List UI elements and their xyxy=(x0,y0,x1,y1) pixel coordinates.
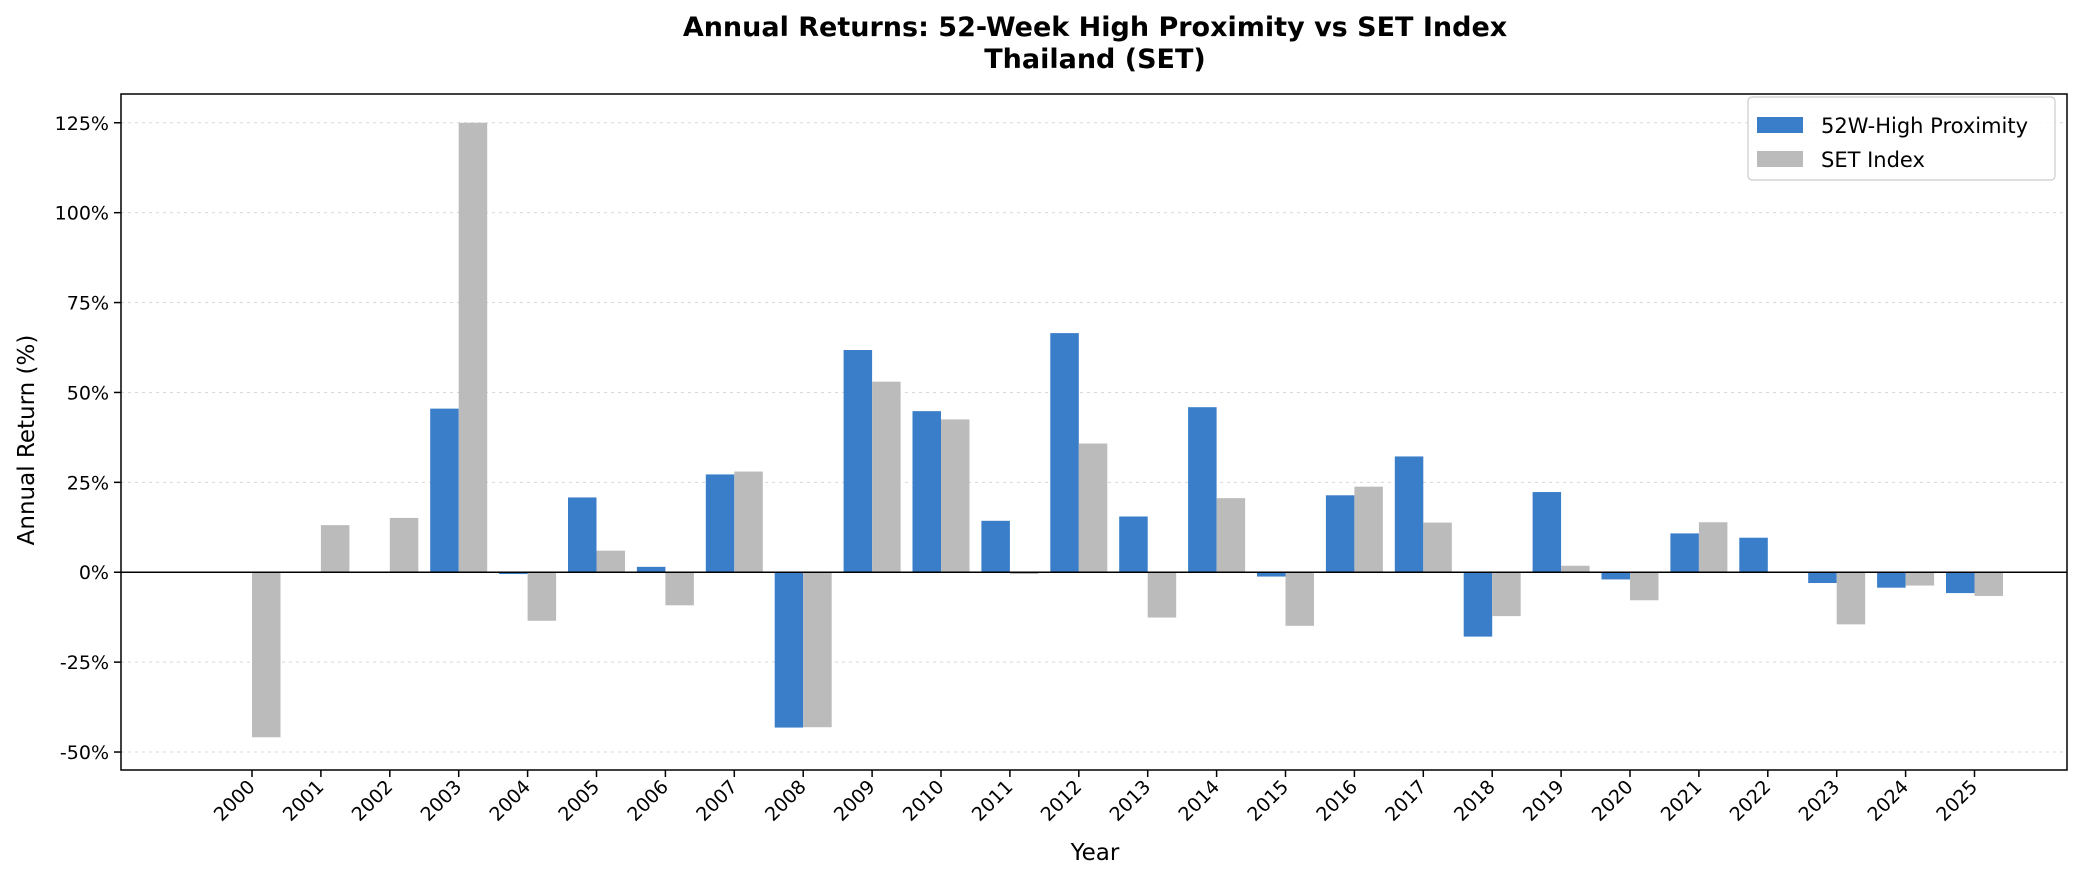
bar-52w-high-2018 xyxy=(1463,572,1493,637)
x-tick-label: 2012 xyxy=(1037,776,1087,826)
x-tick-label: 2005 xyxy=(554,776,604,826)
x-tick-label: 2001 xyxy=(279,776,329,826)
x-tick-label: 2016 xyxy=(1312,776,1362,826)
bar-set-index-2021 xyxy=(1698,522,1728,573)
bar-set-index-2024 xyxy=(1905,572,1935,586)
bar-set-index-2007 xyxy=(734,471,763,573)
bar-set-index-2025 xyxy=(1974,572,2003,596)
bar-52w-high-2020 xyxy=(1601,572,1630,580)
bar-52w-high-2007 xyxy=(705,474,735,573)
y-tick-label: 50% xyxy=(67,382,109,404)
y-tick-label: 75% xyxy=(67,293,109,315)
bar-52w-high-2024 xyxy=(1877,572,1906,588)
bar-set-index-2008 xyxy=(803,572,832,728)
bar-set-index-2010 xyxy=(941,419,970,573)
bar-52w-high-2013 xyxy=(1119,516,1148,573)
legend: 52W-High Proximity SET Index xyxy=(1747,96,2056,181)
bar-set-index-2014 xyxy=(1216,498,1246,573)
y-axis: -50% -25% 0% 25% 50% 75% 100% 125% xyxy=(55,113,121,764)
bar-52w-high-2006 xyxy=(636,566,666,573)
bar-set-index-2019 xyxy=(1561,565,1590,573)
y-tick-label: 125% xyxy=(55,113,109,135)
y-axis-label: Annual Return (%) xyxy=(14,335,40,546)
x-tick-label: 2002 xyxy=(348,776,398,826)
bar-set-index-2003 xyxy=(458,122,488,573)
x-tick-label: 2024 xyxy=(1863,776,1913,826)
plot-area xyxy=(120,93,2068,771)
bar-52w-high-2019 xyxy=(1532,492,1562,573)
x-tick-label: 2008 xyxy=(761,776,811,826)
bar-52w-high-2014 xyxy=(1188,407,1217,573)
bar-52w-high-2011 xyxy=(981,520,1010,573)
x-tick-label: 2022 xyxy=(1726,776,1776,826)
bar-set-index-2013 xyxy=(1147,572,1177,618)
x-tick-label: 2013 xyxy=(1105,776,1155,826)
x-tick-label: 2017 xyxy=(1381,776,1431,826)
bar-52w-high-2003 xyxy=(430,408,459,573)
y-tick-label: 0% xyxy=(79,562,109,584)
x-tick-label: 2023 xyxy=(1794,776,1844,826)
x-tick-label: 2020 xyxy=(1588,776,1638,826)
bar-set-index-2002 xyxy=(389,517,419,573)
x-tick-label: 2019 xyxy=(1519,776,1569,826)
bar-52w-high-2023 xyxy=(1808,572,1837,584)
x-tick-label: 2006 xyxy=(623,776,673,826)
bar-set-index-2009 xyxy=(872,381,901,573)
chart-subtitle: Thailand (SET) xyxy=(984,44,1206,75)
bar-set-index-2012 xyxy=(1078,443,1108,573)
legend-swatch-set-index xyxy=(1757,151,1803,167)
bar-52w-high-2021 xyxy=(1670,533,1699,573)
x-tick-label: 2007 xyxy=(692,776,742,826)
bar-52w-high-2016 xyxy=(1325,495,1355,573)
y-tick-label: -50% xyxy=(60,742,109,764)
bar-set-index-2018 xyxy=(1492,572,1521,617)
bar-52w-high-2009 xyxy=(843,350,873,573)
bar-set-index-2016 xyxy=(1354,486,1383,573)
x-axis: 2000 2001 2002 2003 2004 2005 2006 2007 2008 2009… xyxy=(210,770,1982,826)
y-tick-label: -25% xyxy=(60,652,109,674)
x-tick-label: 2021 xyxy=(1657,776,1707,826)
x-tick-label: 2011 xyxy=(968,776,1018,826)
bar-set-index-2004 xyxy=(527,572,557,621)
bar-52w-high-2022 xyxy=(1739,537,1768,573)
x-axis-label: Year xyxy=(1070,840,1120,866)
bar-set-index-2005 xyxy=(596,550,625,573)
bar-set-index-2001 xyxy=(320,525,350,573)
legend-label-set-index: SET Index xyxy=(1821,148,1925,172)
x-tick-label: 2000 xyxy=(210,776,260,826)
bar-52w-high-2008 xyxy=(774,572,804,728)
x-tick-label: 2010 xyxy=(899,776,949,826)
bar-set-index-2015 xyxy=(1285,572,1314,626)
gridlines xyxy=(121,122,2067,753)
x-tick-label: 2004 xyxy=(485,776,535,826)
bar-set-index-2011 xyxy=(1009,572,1039,575)
bar-set-index-2020 xyxy=(1630,572,1659,601)
bar-52w-high-2017 xyxy=(1394,456,1424,573)
x-tick-label: 2018 xyxy=(1450,776,1500,826)
bar-set-index-2017 xyxy=(1423,522,1452,573)
bar-set-index-2023 xyxy=(1836,572,1866,625)
bar-set-index-2000 xyxy=(252,572,281,738)
legend-swatch-52w-high xyxy=(1757,117,1803,133)
bar-set-index-2006 xyxy=(665,572,694,606)
legend-box xyxy=(1747,96,2056,181)
x-tick-label: 2025 xyxy=(1932,776,1982,826)
x-tick-label: 2014 xyxy=(1174,776,1224,826)
legend-label-52w-high: 52W-High Proximity xyxy=(1821,114,2028,138)
bar-52w-high-2012 xyxy=(1050,333,1079,573)
bar-52w-high-2015 xyxy=(1257,572,1286,577)
x-tick-label: 2009 xyxy=(830,776,880,826)
x-tick-label: 2003 xyxy=(416,776,466,826)
x-tick-label: 2015 xyxy=(1243,776,1293,826)
bar-52w-high-2004 xyxy=(499,572,528,575)
bar-52w-high-2025 xyxy=(1946,572,1975,594)
bar-52w-high-2005 xyxy=(568,497,597,573)
bar-52w-high-2010 xyxy=(912,411,941,573)
y-tick-label: 100% xyxy=(55,203,109,225)
bars xyxy=(252,122,2003,738)
y-tick-label: 25% xyxy=(67,472,109,494)
chart-title: Annual Returns: 52-Week High Proximity v… xyxy=(683,12,1507,43)
